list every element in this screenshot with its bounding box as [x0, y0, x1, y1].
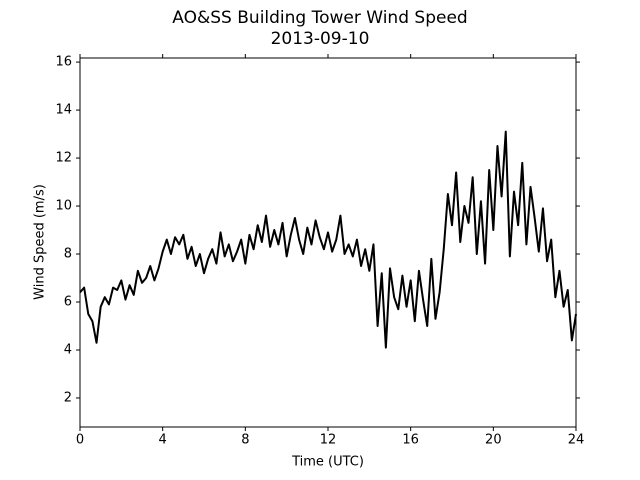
- y-tick-label: 16: [55, 55, 72, 70]
- y-tick-label: 4: [64, 342, 72, 357]
- x-tick-label: 8: [241, 433, 249, 448]
- x-tick-label: 0: [76, 433, 84, 448]
- x-tick-label: 12: [320, 433, 337, 448]
- y-tick-label: 14: [55, 103, 72, 118]
- x-tick-label: 20: [485, 433, 502, 448]
- y-tick-label: 12: [55, 151, 72, 166]
- x-axis-label: Time (UTC): [291, 455, 364, 470]
- y-axis-label: Wind Speed (m/s): [33, 184, 48, 300]
- y-tick-label: 2: [64, 390, 72, 405]
- data-line: [79, 130, 577, 349]
- x-tick-label: 4: [159, 433, 167, 448]
- chart-subtitle: 2013-09-10: [271, 29, 370, 49]
- chart-title: AO&SS Building Tower Wind Speed: [172, 8, 467, 28]
- y-tick-label: 6: [64, 295, 72, 310]
- plot-frame: [79, 57, 577, 428]
- x-tick-label: 16: [402, 433, 419, 448]
- y-tick-label: 10: [55, 199, 72, 214]
- x-tick-label: 24: [568, 433, 585, 448]
- y-tick-label: 8: [64, 247, 72, 262]
